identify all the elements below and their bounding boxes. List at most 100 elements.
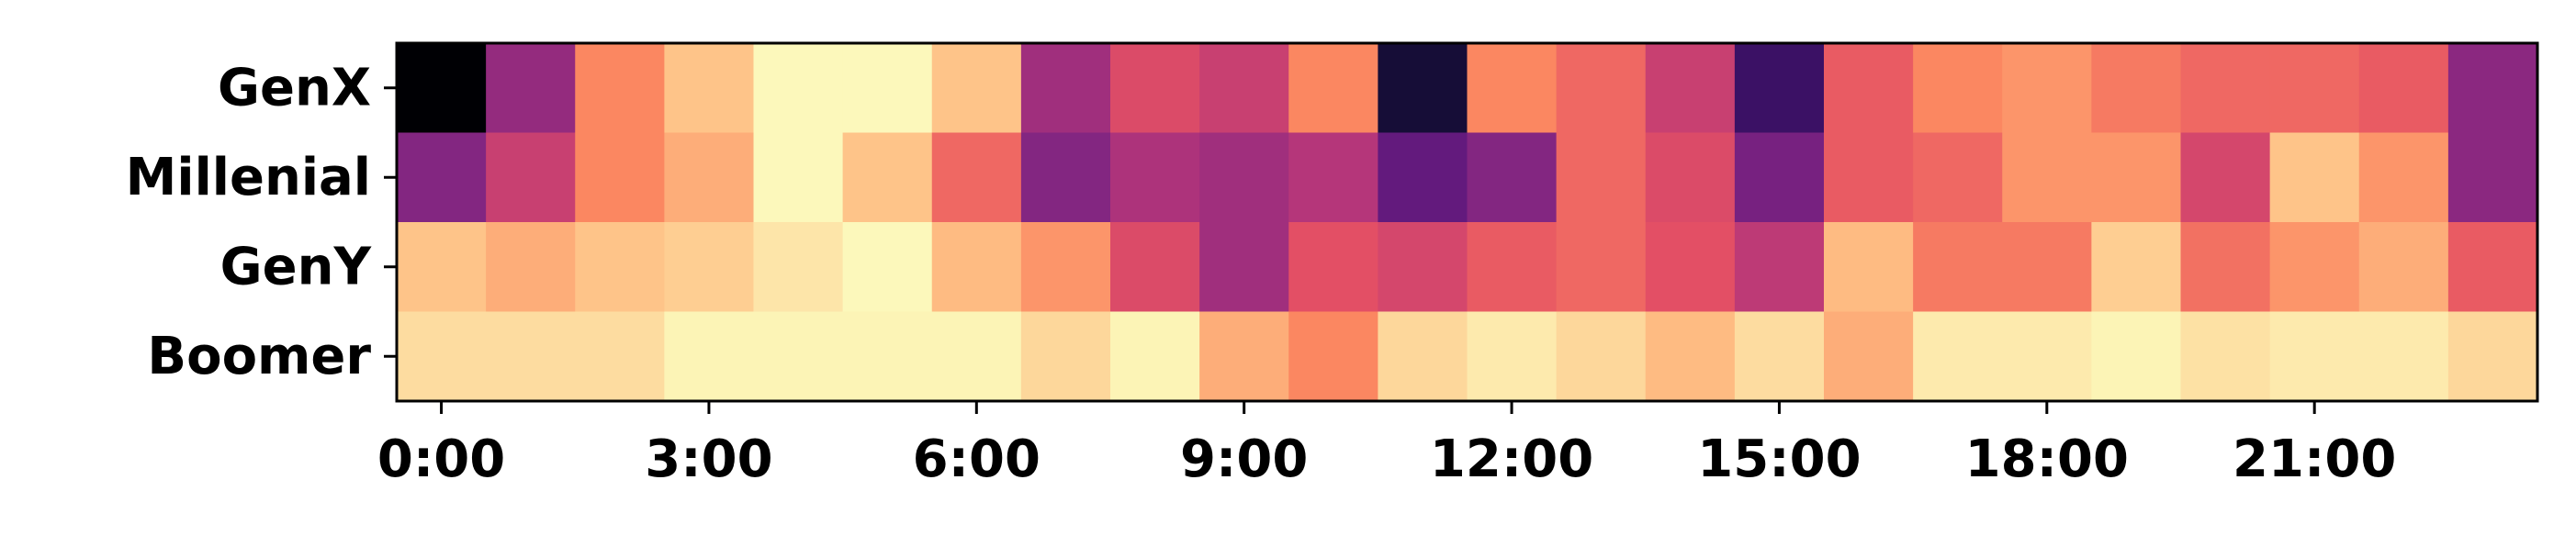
x-tick-label: 21:00: [2233, 430, 2396, 489]
y-tick-label: Boomer: [147, 327, 371, 386]
x-tick-label: 18:00: [1965, 430, 2129, 489]
heatmap-cell-millenial-23: [2447, 132, 2538, 223]
heatmap-cell-geny-0: [397, 222, 487, 313]
x-tick-label: 12:00: [1430, 430, 1593, 489]
heatmap-cell-geny-15: [1734, 222, 1825, 313]
heatmap-cell-genx-1: [486, 43, 576, 134]
y-tick-label: Millenial: [126, 148, 371, 207]
heatmap-cell-genx-19: [2091, 43, 2182, 134]
heatmap-cell-millenial-14: [1645, 132, 1736, 223]
heatmap-cell-boomer-5: [842, 311, 933, 402]
y-axis: GenX Millenial GenY Boomer: [126, 58, 397, 386]
heatmap-cell-geny-22: [2358, 222, 2449, 313]
heatmap-cell-boomer-0: [397, 311, 487, 402]
heatmap-cell-boomer-1: [486, 311, 576, 402]
heatmap-cell-geny-23: [2447, 222, 2538, 313]
heatmap-cell-millenial-11: [1378, 132, 1468, 223]
heatmap-cell-genx-7: [1020, 43, 1111, 134]
heatmap-cell-millenial-2: [575, 132, 665, 223]
x-tick-label: 9:00: [1180, 430, 1308, 489]
heatmap-cell-geny-19: [2091, 222, 2182, 313]
heatmap-cell-geny-14: [1645, 222, 1736, 313]
heatmap-cell-genx-21: [2269, 43, 2360, 134]
heatmap-cell-millenial-16: [1824, 132, 1914, 223]
heatmap-cell-millenial-18: [2002, 132, 2092, 223]
x-tick-label: 15:00: [1697, 430, 1861, 489]
heatmap-cell-geny-3: [664, 222, 755, 313]
heatmap-cell-genx-3: [664, 43, 755, 134]
heatmap-cell-boomer-22: [2358, 311, 2449, 402]
heatmap-cell-boomer-9: [1199, 311, 1289, 402]
y-tick-label: GenX: [218, 58, 371, 117]
heatmap-cell-genx-20: [2180, 43, 2271, 134]
heatmap-cell-millenial-17: [1913, 132, 2003, 223]
heatmap-cell-genx-4: [753, 43, 844, 134]
heatmap-cell-genx-8: [1110, 43, 1200, 134]
heatmap-cell-millenial-21: [2269, 132, 2360, 223]
heatmap-cell-geny-11: [1378, 222, 1468, 313]
heatmap-cell-millenial-5: [842, 132, 933, 223]
heatmap-cell-geny-17: [1913, 222, 2003, 313]
heatmap-cell-millenial-22: [2358, 132, 2449, 223]
heatmap-cell-millenial-20: [2180, 132, 2271, 223]
heatmap-cell-geny-18: [2002, 222, 2092, 313]
x-tick-label: 0:00: [377, 430, 505, 489]
heatmap-cell-millenial-1: [486, 132, 576, 223]
heatmap-cell-genx-10: [1288, 43, 1378, 134]
heatmap-cell-boomer-19: [2091, 311, 2182, 402]
heatmap-cell-millenial-7: [1020, 132, 1111, 223]
heatmap-cell-boomer-23: [2447, 311, 2538, 402]
heatmap-cell-genx-5: [842, 43, 933, 134]
heatmap-cell-geny-16: [1824, 222, 1914, 313]
heatmap-cell-genx-2: [575, 43, 665, 134]
heatmap-cell-millenial-15: [1734, 132, 1825, 223]
heatmap-cell-genx-22: [2358, 43, 2449, 134]
heatmap-cell-geny-12: [1467, 222, 1558, 313]
heatmap-cell-genx-23: [2447, 43, 2538, 134]
heatmap-cell-millenial-12: [1467, 132, 1558, 223]
heatmap-cell-boomer-10: [1288, 311, 1378, 402]
heatmap-cell-genx-15: [1734, 43, 1825, 134]
heatmap-cell-geny-13: [1556, 222, 1647, 313]
heatmap-cell-genx-17: [1913, 43, 2003, 134]
heatmap-cell-geny-6: [931, 222, 1022, 313]
y-tick-label: GenY: [220, 237, 373, 296]
heatmap-cell-genx-0: [397, 43, 487, 134]
heatmap-cell-geny-4: [753, 222, 844, 313]
x-axis: 0:00 3:00 6:00 9:00 12:00 15:00 18:00 21:00: [377, 401, 2396, 489]
heatmap-cell-genx-9: [1199, 43, 1289, 134]
heatmap-cell-genx-16: [1824, 43, 1914, 134]
heatmap-cell-millenial-8: [1110, 132, 1200, 223]
heatmap-cell-geny-1: [486, 222, 576, 313]
heatmap-cell-genx-6: [931, 43, 1022, 134]
heatmap-cell-millenial-19: [2091, 132, 2182, 223]
heatmap-cell-boomer-15: [1734, 311, 1825, 402]
heatmap-cell-genx-18: [2002, 43, 2092, 134]
heatmap-cell-genx-13: [1556, 43, 1647, 134]
heatmap-cell-millenial-6: [931, 132, 1022, 223]
heatmap-cell-millenial-3: [664, 132, 755, 223]
heatmap-cell-boomer-14: [1645, 311, 1736, 402]
heatmap-cell-boomer-18: [2002, 311, 2092, 402]
heatmap-cell-boomer-13: [1556, 311, 1647, 402]
heatmap-cell-millenial-4: [753, 132, 844, 223]
plot-frame: [395, 41, 2539, 403]
heatmap-cell-geny-5: [842, 222, 933, 313]
heatmap-cells: [397, 43, 2538, 402]
heatmap-cell-genx-14: [1645, 43, 1736, 134]
heatmap-cell-millenial-9: [1199, 132, 1289, 223]
heatmap-cell-geny-10: [1288, 222, 1378, 313]
heatmap-cell-geny-2: [575, 222, 665, 313]
heatmap-cell-millenial-10: [1288, 132, 1378, 223]
x-tick-label: 3:00: [645, 430, 772, 489]
heatmap-cell-geny-7: [1020, 222, 1111, 313]
heatmap-cell-boomer-6: [931, 311, 1022, 402]
heatmap-cell-genx-11: [1378, 43, 1468, 134]
heatmap-cell-boomer-16: [1824, 311, 1914, 402]
heatmap-cell-boomer-4: [753, 311, 844, 402]
heatmap-cell-boomer-3: [664, 311, 755, 402]
heatmap-cell-boomer-2: [575, 311, 665, 402]
heatmap-cell-boomer-11: [1378, 311, 1468, 402]
